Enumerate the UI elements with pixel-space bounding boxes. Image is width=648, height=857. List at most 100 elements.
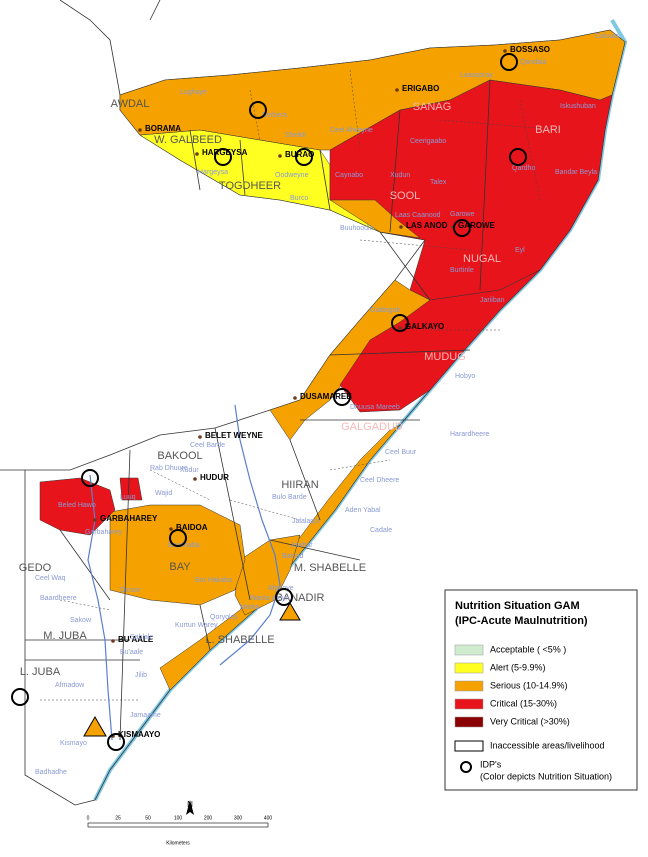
idp-site [453, 219, 471, 237]
district-label: Ceel Buur [385, 449, 417, 456]
idp-site [11, 688, 29, 706]
district-label: Berbera [262, 112, 287, 119]
district-label: Ceel Barde [190, 442, 225, 449]
legend-swatch [454, 680, 484, 692]
district-label: Iskushuban [560, 103, 596, 110]
district-label: Oodweyne [275, 172, 309, 179]
district-label: Badhadhe [35, 769, 67, 776]
district-label: Bulo Barde [272, 494, 307, 501]
district-label: Marka [240, 604, 260, 611]
legend-title: Nutrition Situation GAM [455, 600, 580, 612]
critical-area [339, 269, 541, 413]
district-label: Garowe [450, 211, 475, 218]
town-label: HUDUR [200, 473, 229, 482]
region-label: L. SHABELLE [205, 634, 274, 646]
region-label: GEDO [19, 562, 52, 574]
district-label: Sheikh [285, 132, 307, 139]
idp-site [214, 148, 232, 166]
town-marker [395, 88, 399, 92]
idp-site [107, 733, 125, 751]
town-marker [198, 435, 202, 439]
district-label: Galdogob [370, 307, 400, 314]
serious-area [329, 199, 421, 239]
town-label: ERIGABO [402, 84, 439, 93]
district-label: Jilib [135, 672, 147, 679]
region-label: BAKOOL [157, 450, 202, 462]
legend-subtitle: (IPC-Acute Maulnutrition) [455, 615, 588, 627]
region-label: L. JUBA [20, 666, 61, 678]
legend-swatch [454, 716, 484, 728]
town-label: HARGEYSA [202, 148, 248, 157]
district-label: Baardheere [40, 595, 77, 602]
town-label: KISMAAYO [118, 730, 160, 739]
district-label: Buuhoodle [340, 225, 374, 232]
district-label: Xudur [180, 467, 199, 474]
district-label: Qandala [520, 59, 547, 66]
region-label: MUDUG [424, 351, 466, 363]
town-label: BURAO [285, 150, 314, 159]
legend-label: IDP's [480, 759, 502, 769]
district-label: Ceel Dheere [360, 477, 399, 484]
region-label: GALGADUD [341, 421, 403, 433]
serious-area [109, 504, 246, 606]
district-label: Afmadow [55, 682, 85, 689]
district-label: Kurtun Warey [175, 622, 218, 629]
town-label: BELET WEYNE [205, 431, 263, 440]
idp-camp [279, 602, 301, 621]
idp-site [81, 469, 99, 487]
district-label: Aden Yabal [345, 507, 381, 514]
region-label: TOGDHEER [219, 180, 281, 192]
district-label: Hargeysa [198, 169, 228, 176]
district-label: Dinsor [120, 587, 141, 594]
idp-site [509, 148, 527, 166]
district-label: Burco [290, 195, 308, 202]
district-label: Jowhar [290, 542, 313, 549]
legend: Nutrition Situation GAM (IPC-Acute Mauln… [444, 589, 638, 791]
district-label: Balcad [282, 553, 304, 560]
district-label: Qardho [512, 165, 535, 172]
neighbour-border [0, 0, 161, 471]
scale-tick-label: 400 [264, 815, 273, 821]
district-label: Caynabo [335, 172, 363, 179]
idp-site [391, 314, 409, 332]
legend-label: Very Critical (>30%) [490, 716, 570, 726]
scale-tick-label: 200 [204, 815, 213, 821]
district-label: Talex [430, 179, 447, 186]
legend-label: Acceptable ( <5% ) [490, 644, 566, 654]
district-label: Hobyo [455, 373, 475, 380]
district-label: Wanla Weyn [250, 595, 289, 602]
district-label: Dhuusa Mareeb [350, 404, 400, 411]
idp-site [333, 388, 351, 406]
legend-swatch [454, 698, 484, 710]
town-label: BU'AALE [118, 635, 154, 644]
town-marker [503, 49, 507, 53]
scale-tick-label: 100 [174, 815, 183, 821]
region-border [25, 79, 491, 741]
district-label: Baydhaba [168, 542, 200, 549]
district-label: Ceerigaabo [410, 138, 446, 145]
town-label: GALKAYO [405, 322, 444, 331]
region-label: BAY [169, 561, 191, 573]
region-label: HIIRAN [281, 479, 318, 491]
district-label: Lughaye [180, 89, 207, 96]
region-label: NUGAL [463, 253, 501, 265]
idp-site [275, 588, 293, 606]
district-label: Afgooye [268, 585, 294, 592]
region-label: SANAG [413, 101, 452, 113]
scale-tick-label: 25 [115, 815, 121, 821]
idp-site [295, 148, 313, 166]
district-label: Caluula [595, 33, 619, 40]
town-label: BAIDOA [176, 523, 208, 532]
critical-area [119, 477, 143, 501]
district-label: Qoryoley [210, 614, 239, 621]
town-label: GAROWE [458, 221, 496, 230]
district-label: Ceel Waq [35, 575, 66, 582]
district-label: Rab Dhuure [150, 465, 188, 472]
district-label: Luuq [120, 494, 136, 501]
legend-label: Inaccessible areas/livelihood [490, 740, 605, 750]
region-label: M. SHABELLE [294, 562, 366, 574]
district-label: Jamaame [130, 712, 161, 719]
scale-tick-label: 300 [234, 815, 243, 821]
region-label: SOOL [390, 190, 421, 202]
